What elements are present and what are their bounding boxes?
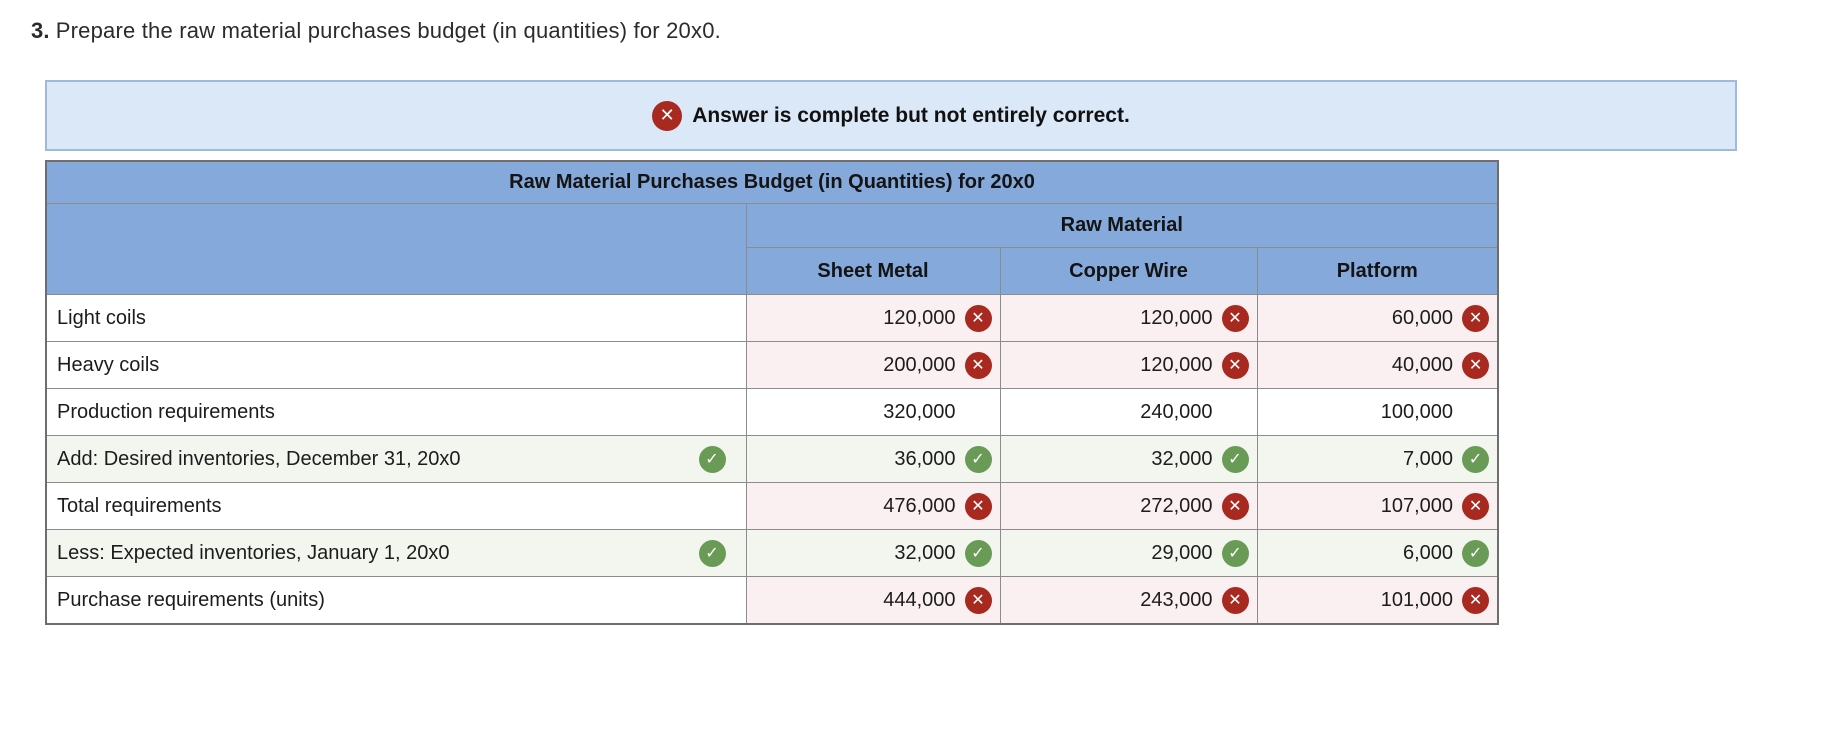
check-circle-icon: ✓ <box>698 445 726 473</box>
x-circle-icon: ✕ <box>1462 351 1490 379</box>
x-circle-icon: ✕ <box>964 492 992 520</box>
check-circle-icon: ✓ <box>964 445 992 473</box>
value-cell: 29,000 ✓ <box>999 529 1258 577</box>
value-cell: 243,000 ✕ <box>999 576 1258 625</box>
value-cell: 476,000 ✕ <box>745 482 1001 530</box>
table-row: Total requirements 476,000 ✕ 272,000 ✕ 107… <box>45 482 1499 530</box>
value-cell: 32,000 ✓ <box>745 529 1001 577</box>
row-label: Less: Expected inventories, January 1, 2… <box>45 529 747 577</box>
column-header-copper-wire: Copper Wire <box>999 247 1258 295</box>
row-label: Heavy coils <box>45 341 747 389</box>
value-cell: 6,000 ✓ <box>1256 529 1499 577</box>
column-header-platform: Platform <box>1256 247 1499 295</box>
table-row: Production requirements 320,000 240,000 … <box>45 388 1499 436</box>
check-circle-icon: ✓ <box>1221 445 1249 473</box>
table-row: Light coils 120,000 ✕ 120,000 ✕ 60,000 ✕ <box>45 294 1499 342</box>
x-circle-icon: ✕ <box>1221 492 1249 520</box>
table-row: Purchase requirements (units) 444,000 ✕ 2… <box>45 576 1499 625</box>
check-circle-icon: ✓ <box>698 539 726 567</box>
row-label: Purchase requirements (units) <box>45 576 747 625</box>
row-label: Total requirements <box>45 482 747 530</box>
x-circle-icon: ✕ <box>964 304 992 332</box>
feedback-message: Answer is complete but not entirely corr… <box>692 103 1130 127</box>
x-circle-icon: ✕ <box>1221 351 1249 379</box>
check-circle-icon: ✓ <box>1462 539 1490 567</box>
corner-cell <box>45 203 747 295</box>
x-circle-icon: ✕ <box>1462 586 1490 614</box>
x-circle-icon: ✕ <box>652 100 683 131</box>
column-header-row: Sheet Metal Copper Wire Platform <box>46 247 1499 295</box>
budget-table: Raw Material Purchases Budget (in Quanti… <box>45 160 1500 625</box>
value-cell: 200,000 ✕ <box>745 341 1001 389</box>
row-label: Light coils <box>45 294 747 342</box>
value-cell: 101,000 ✕ <box>1256 576 1499 625</box>
x-circle-icon: ✕ <box>964 351 992 379</box>
table-row: Less: Expected inventories, January 1, 2… <box>45 529 1499 577</box>
table-title: Raw Material Purchases Budget (in Quanti… <box>45 160 1499 204</box>
value-cell: 444,000 ✕ <box>745 576 1001 625</box>
value-cell: 36,000 ✓ <box>745 435 1001 483</box>
check-circle-icon: ✓ <box>964 539 992 567</box>
group-header-row: Raw Material <box>45 203 1499 295</box>
feedback-banner: ✕ Answer is complete but not entirely co… <box>45 80 1737 151</box>
table-row: Heavy coils 200,000 ✕ 120,000 ✕ 40,000 ✕ <box>45 341 1499 389</box>
question-title: 3. Prepare the raw material purchases bud… <box>31 18 1846 44</box>
row-label: Add: Desired inventories, December 31, 2… <box>45 435 747 483</box>
row-label: Production requirements <box>45 388 747 436</box>
question-number: 3. <box>31 18 50 43</box>
x-circle-icon: ✕ <box>964 586 992 614</box>
column-header-sheet-metal: Sheet Metal <box>745 247 1001 295</box>
value-cell: 272,000 ✕ <box>999 482 1258 530</box>
value-cell: 320,000 <box>745 388 1001 436</box>
x-circle-icon: ✕ <box>1221 304 1249 332</box>
value-cell: 107,000 ✕ <box>1256 482 1499 530</box>
value-cell: 40,000 ✕ <box>1256 341 1499 389</box>
x-circle-icon: ✕ <box>1221 586 1249 614</box>
check-circle-icon: ✓ <box>1462 445 1490 473</box>
check-circle-icon: ✓ <box>1221 539 1249 567</box>
value-cell: 60,000 ✕ <box>1256 294 1499 342</box>
value-cell: 240,000 <box>999 388 1258 436</box>
value-cell: 32,000 ✓ <box>999 435 1258 483</box>
value-cell: 120,000 ✕ <box>745 294 1001 342</box>
table-row: Add: Desired inventories, December 31, 2… <box>45 435 1499 483</box>
x-circle-icon: ✕ <box>1462 304 1490 332</box>
question-text: Prepare the raw material purchases budge… <box>55 18 721 43</box>
value-cell: 120,000 ✕ <box>999 294 1258 342</box>
table-title-row: Raw Material Purchases Budget (in Quanti… <box>45 160 1499 204</box>
group-header: Raw Material <box>745 203 1499 248</box>
value-cell: 120,000 ✕ <box>999 341 1258 389</box>
value-cell: 7,000 ✓ <box>1256 435 1499 483</box>
x-circle-icon: ✕ <box>1462 492 1490 520</box>
value-cell: 100,000 <box>1256 388 1499 436</box>
